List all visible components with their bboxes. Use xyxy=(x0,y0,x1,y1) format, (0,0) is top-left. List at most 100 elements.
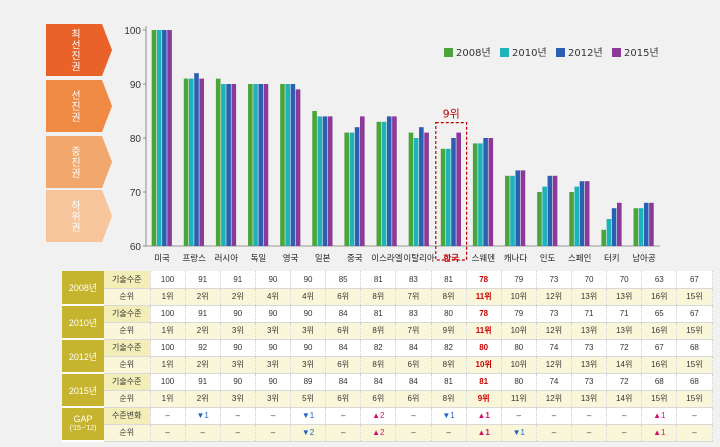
table-cell: 10위 xyxy=(466,356,502,374)
table-cell: 83 xyxy=(395,271,432,289)
table-row: 순위 1위 2위 3위 3위 3위 6위 8위 6위 8위 10위 10위 12위 13위 14위 16위 15… xyxy=(62,356,713,374)
bar xyxy=(547,175,553,246)
table-cell: 85 xyxy=(325,271,362,289)
table-cell: 8위 xyxy=(360,322,397,340)
table-cell: 73 xyxy=(571,373,608,391)
table-cell: 90 xyxy=(255,271,292,289)
highlight-label: 9위 xyxy=(443,108,460,121)
tier-label-4-char: 하 xyxy=(71,199,80,212)
bar xyxy=(445,148,451,246)
x-tick-label: 남아공 xyxy=(632,253,656,264)
table-cell: 6위 xyxy=(325,288,362,306)
bar xyxy=(344,132,350,246)
tier-arrow-4 xyxy=(46,190,112,242)
bar xyxy=(440,148,446,246)
table-cell: 90 xyxy=(255,373,292,391)
bar xyxy=(483,138,488,246)
bar xyxy=(472,143,478,246)
bar xyxy=(360,116,365,247)
table-row: 2012년 기술수준 100 92 90 90 90 84 82 84 82 80 80 74 73 72 67… xyxy=(62,339,713,374)
table-cell: 79 xyxy=(501,271,537,289)
bar xyxy=(221,84,226,246)
row-metric-label: 기술수준 xyxy=(104,339,151,357)
bar xyxy=(515,170,521,246)
table-cell: 92 xyxy=(185,339,221,357)
row-group-label: 2010년 xyxy=(62,305,104,340)
table-cell: 10위 xyxy=(501,322,537,340)
table-cell: 74 xyxy=(536,339,573,357)
legend-label: 2010년 xyxy=(512,47,547,59)
table-cell: 14위 xyxy=(606,390,643,408)
table-cell: – xyxy=(536,407,573,425)
bar xyxy=(617,202,622,246)
table-cell: 91 xyxy=(185,373,221,391)
tier-label-4-char: 권 xyxy=(71,222,80,234)
table-cell: 84 xyxy=(395,373,432,391)
table-cell: 70 xyxy=(571,271,608,289)
table-cell: ▲1 xyxy=(466,407,502,425)
bar xyxy=(280,84,285,246)
legend-swatch xyxy=(556,48,565,57)
table-cell: 81 xyxy=(431,373,467,391)
table-cell: 71 xyxy=(606,305,643,323)
table-cell: – xyxy=(395,424,432,442)
table-cell: 90 xyxy=(220,305,256,323)
table-cell: 8위 xyxy=(431,356,467,374)
table-cell: 84 xyxy=(395,339,432,357)
bar xyxy=(419,127,424,246)
table-cell: 2위 xyxy=(220,288,256,306)
table-cell: 8위 xyxy=(360,288,397,306)
table-cell: 79 xyxy=(501,305,537,323)
x-tick-label: 미국 xyxy=(154,254,170,264)
table-cell: 6위 xyxy=(325,390,362,408)
table-cell: 9위 xyxy=(431,322,467,340)
row-metric-label: 순위 xyxy=(104,322,151,340)
tier-arrow-3 xyxy=(46,136,112,188)
bar xyxy=(349,132,355,246)
row-group-label: 2008년 xyxy=(62,271,104,306)
bar xyxy=(215,78,221,246)
row-metric-label: 순위 xyxy=(104,288,151,306)
table-cell: 4위 xyxy=(290,288,327,306)
table-cell: – xyxy=(150,424,186,442)
table-cell: – xyxy=(571,424,608,442)
bar xyxy=(381,121,387,246)
bar xyxy=(248,84,253,246)
y-tick-label: 100 xyxy=(124,26,141,37)
data-table: 2008년 기술수준 100 91 91 90 90 85 81 83 81 78 79 73 70 70 63… xyxy=(62,271,713,442)
gap-title: GAP xyxy=(73,414,93,424)
bar xyxy=(606,219,612,246)
table-cell: 6위 xyxy=(395,390,432,408)
tier-arrow-2 xyxy=(46,80,112,132)
table-cell: ▲1 xyxy=(466,424,502,442)
table-row: 순위 1위 2위 3위 3위 3위 6위 8위 7위 9위 11위 10위 12위 13위 13위 16위 15… xyxy=(62,322,713,340)
table-cell: – xyxy=(185,424,221,442)
table-cell: 84 xyxy=(325,373,362,391)
table-cell: 13위 xyxy=(571,390,608,408)
bar xyxy=(638,208,644,246)
x-tick-label: 독일 xyxy=(251,254,267,264)
table-row: 2010년 기술수준 100 91 90 90 90 84 81 83 80 78 79 73 71 71 65… xyxy=(62,305,713,340)
table-cell: 63 xyxy=(641,271,678,289)
table-cell: 16위 xyxy=(641,356,678,374)
table-cell: 90 xyxy=(220,339,256,357)
table-cell: 16위 xyxy=(641,288,678,306)
table-cell: 12위 xyxy=(536,322,573,340)
table-cell: – xyxy=(431,424,467,442)
tier-label-3-char: 중 xyxy=(71,146,80,158)
table-cell: ▲1 xyxy=(641,424,678,442)
x-tick-label: 캐나다 xyxy=(504,254,528,264)
table-cell: 15위 xyxy=(676,322,713,340)
table-cell: 3위 xyxy=(255,322,292,340)
bar xyxy=(312,111,317,246)
x-tick-label: 프랑스 xyxy=(182,253,206,264)
table-cell: 1위 xyxy=(150,322,186,340)
bar xyxy=(167,30,172,246)
table-cell: 78 xyxy=(466,305,502,323)
table-cell: 72 xyxy=(606,373,643,391)
bar xyxy=(456,132,461,246)
table-cell: 81 xyxy=(466,373,502,391)
table-cell: 68 xyxy=(641,373,678,391)
x-tick-label: 인도 xyxy=(540,253,556,264)
